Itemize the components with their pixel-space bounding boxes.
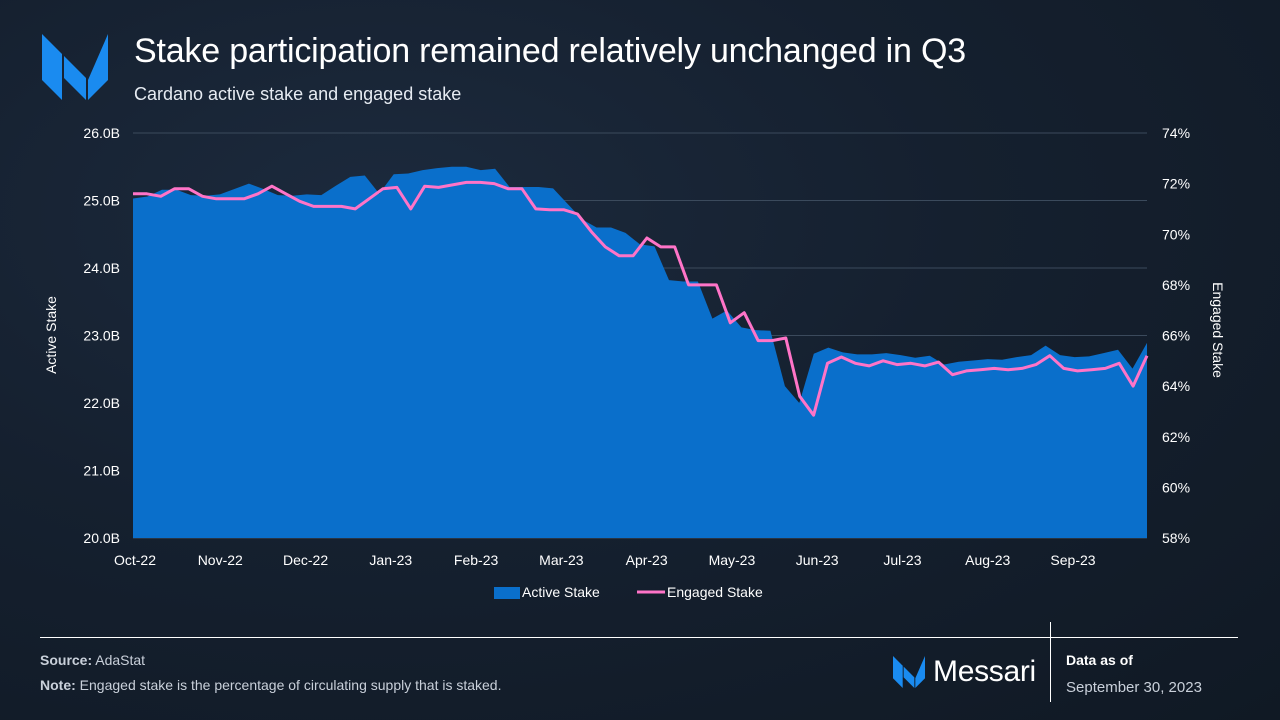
x-tick-label: Mar-23 xyxy=(539,552,584,568)
left-tick-label: 25.0B xyxy=(83,193,120,209)
x-tick-label: Dec-22 xyxy=(283,552,328,568)
x-tick-label: Nov-22 xyxy=(198,552,243,568)
right-tick-label: 60% xyxy=(1162,479,1190,495)
stake-chart: 20.0B 21.0B 22.0B 23.0B 24.0B 25.0B 26.0B 58% 6… xyxy=(43,125,1226,600)
legend-swatch-active-stake xyxy=(494,587,520,599)
right-tick-label: 68% xyxy=(1162,277,1190,293)
x-tick-label: Aug-23 xyxy=(965,552,1010,568)
x-tick-label: Jun-23 xyxy=(796,552,839,568)
x-tick-label: Feb-23 xyxy=(454,552,499,568)
right-tick-label: 70% xyxy=(1162,226,1190,242)
note-text: Note: Engaged stake is the percentage of… xyxy=(40,677,502,693)
left-tick-label: 21.0B xyxy=(83,463,120,479)
left-tick-label: 26.0B xyxy=(83,125,120,141)
chart-subtitle: Cardano active stake and engaged stake xyxy=(134,84,462,104)
right-axis-label: Engaged Stake xyxy=(1210,282,1226,378)
data-as-of-date: September 30, 2023 xyxy=(1066,679,1202,696)
messari-brand: Messari xyxy=(893,655,1036,689)
left-tick-label: 23.0B xyxy=(83,328,120,344)
legend-label-active-stake: Active Stake xyxy=(522,584,600,600)
x-tick-label: Sep-23 xyxy=(1050,552,1095,568)
left-tick-label: 24.0B xyxy=(83,260,120,276)
messari-logo-icon xyxy=(42,34,108,100)
right-tick-label: 66% xyxy=(1162,328,1190,344)
right-axis-ticks: 58% 60% 62% 64% 66% 68% 70% 72% 74% xyxy=(1162,125,1190,546)
active-stake-area xyxy=(133,166,1147,539)
left-tick-label: 20.0B xyxy=(83,530,120,546)
brand-name: Messari xyxy=(933,655,1036,688)
x-tick-label: Apr-23 xyxy=(626,552,668,568)
x-tick-label: May-23 xyxy=(709,552,756,568)
chart-title: Stake participation remained relatively … xyxy=(134,32,966,70)
footer-divider xyxy=(40,637,1238,638)
x-axis-ticks: Oct-22 Nov-22 Dec-22 Jan-23 Feb-23 Mar-23 Apr-… xyxy=(114,552,1096,568)
footer-vertical-divider xyxy=(1050,622,1051,702)
right-tick-label: 58% xyxy=(1162,530,1190,546)
x-tick-label: Jul-23 xyxy=(883,552,921,568)
left-axis-label: Active Stake xyxy=(43,296,59,374)
legend: Active Stake Engaged Stake xyxy=(494,584,763,600)
right-tick-label: 72% xyxy=(1162,176,1190,192)
right-tick-label: 64% xyxy=(1162,378,1190,394)
legend-label-engaged-stake: Engaged Stake xyxy=(667,584,763,600)
right-tick-label: 74% xyxy=(1162,125,1190,141)
source-text: Source: AdaStat xyxy=(40,652,146,668)
data-as-of-label: Data as of xyxy=(1066,652,1133,668)
engaged-stake-line xyxy=(133,180,1149,417)
right-tick-label: 62% xyxy=(1162,429,1190,445)
left-axis-ticks: 20.0B 21.0B 22.0B 23.0B 24.0B 25.0B 26.0B xyxy=(83,125,120,546)
messari-brand-icon xyxy=(893,656,925,688)
x-tick-label: Jan-23 xyxy=(369,552,412,568)
x-tick-label: Oct-22 xyxy=(114,552,156,568)
left-tick-label: 22.0B xyxy=(83,395,120,411)
